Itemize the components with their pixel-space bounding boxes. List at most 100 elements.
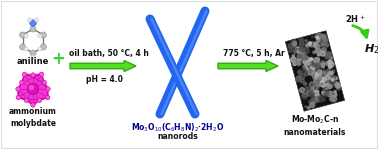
Circle shape [335, 82, 339, 86]
Circle shape [308, 70, 314, 75]
Circle shape [322, 91, 324, 93]
Circle shape [318, 38, 320, 40]
Circle shape [294, 52, 296, 54]
Circle shape [321, 34, 327, 40]
Circle shape [320, 71, 324, 75]
Circle shape [317, 39, 320, 42]
Circle shape [306, 60, 309, 62]
Polygon shape [285, 31, 345, 111]
Circle shape [316, 86, 319, 88]
Text: ammonium
molybdate: ammonium molybdate [9, 107, 57, 128]
Circle shape [311, 74, 313, 76]
Circle shape [296, 49, 299, 52]
Circle shape [313, 86, 318, 90]
Circle shape [319, 44, 324, 50]
Circle shape [311, 70, 314, 73]
Circle shape [318, 53, 320, 56]
Circle shape [20, 32, 26, 38]
Circle shape [300, 78, 304, 83]
Circle shape [310, 66, 315, 71]
Circle shape [322, 91, 326, 95]
Circle shape [321, 77, 326, 82]
Circle shape [332, 93, 334, 94]
Circle shape [314, 45, 317, 47]
Circle shape [305, 87, 309, 91]
Circle shape [326, 86, 330, 90]
Circle shape [331, 96, 337, 102]
Circle shape [322, 83, 326, 87]
Circle shape [319, 40, 323, 43]
Circle shape [311, 97, 315, 101]
Circle shape [293, 42, 296, 45]
Circle shape [313, 61, 318, 66]
Circle shape [300, 38, 303, 41]
Circle shape [306, 61, 310, 65]
Circle shape [320, 66, 322, 68]
Circle shape [319, 96, 324, 102]
Circle shape [328, 85, 332, 89]
Circle shape [299, 47, 303, 52]
Circle shape [325, 91, 329, 95]
Circle shape [322, 78, 324, 80]
Circle shape [301, 39, 304, 42]
Circle shape [319, 70, 323, 74]
Circle shape [328, 65, 332, 69]
Circle shape [301, 52, 306, 57]
Circle shape [325, 75, 330, 80]
Circle shape [28, 18, 31, 22]
Text: nanorods: nanorods [158, 132, 198, 141]
Circle shape [334, 77, 337, 80]
Circle shape [309, 92, 314, 97]
Circle shape [24, 47, 28, 51]
Circle shape [316, 72, 318, 75]
Circle shape [309, 42, 314, 47]
Circle shape [312, 60, 317, 65]
Circle shape [305, 43, 310, 48]
Circle shape [324, 38, 328, 43]
Circle shape [321, 61, 325, 65]
Circle shape [304, 82, 307, 85]
Circle shape [304, 56, 309, 61]
Text: +: + [51, 50, 65, 68]
Circle shape [315, 35, 318, 38]
Circle shape [326, 86, 329, 89]
Circle shape [24, 34, 28, 38]
Circle shape [325, 62, 330, 65]
Circle shape [24, 98, 29, 103]
Circle shape [308, 86, 313, 90]
Circle shape [302, 95, 307, 99]
Circle shape [30, 26, 36, 32]
Circle shape [28, 83, 39, 94]
Circle shape [326, 52, 332, 57]
Circle shape [311, 87, 313, 89]
Circle shape [328, 60, 333, 65]
Circle shape [309, 90, 311, 92]
Circle shape [309, 63, 314, 68]
Circle shape [293, 48, 296, 52]
Circle shape [329, 65, 332, 67]
Circle shape [332, 79, 334, 81]
Circle shape [334, 91, 336, 93]
Circle shape [313, 51, 315, 53]
Circle shape [321, 43, 324, 46]
FancyArrowPatch shape [353, 26, 368, 37]
Circle shape [316, 82, 320, 86]
Circle shape [296, 47, 301, 52]
Circle shape [321, 35, 325, 38]
Circle shape [46, 87, 50, 91]
Circle shape [329, 92, 332, 95]
FancyArrow shape [218, 60, 278, 72]
Circle shape [34, 18, 39, 22]
Circle shape [315, 50, 318, 53]
Circle shape [327, 69, 330, 72]
Circle shape [39, 72, 44, 76]
Circle shape [335, 83, 340, 88]
Circle shape [322, 38, 326, 42]
Circle shape [332, 92, 337, 97]
Circle shape [37, 98, 42, 103]
Circle shape [312, 61, 316, 65]
Circle shape [321, 82, 325, 86]
Circle shape [316, 62, 320, 66]
Circle shape [42, 80, 46, 85]
Circle shape [297, 50, 302, 54]
